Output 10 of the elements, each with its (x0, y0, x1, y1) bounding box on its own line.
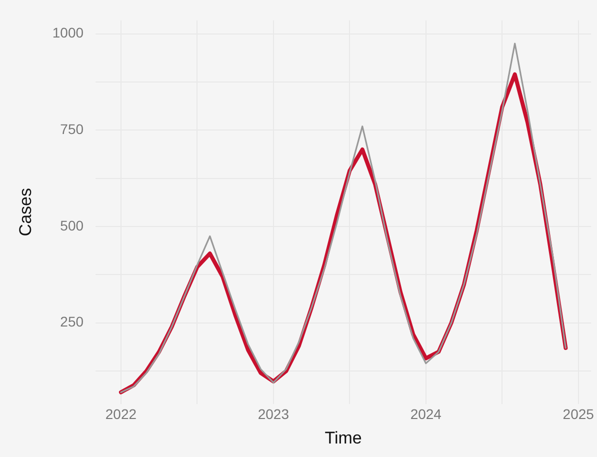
y-tick-label: 500 (60, 217, 84, 234)
y-tick-label: 1000 (52, 24, 84, 41)
x-tick-label: 2023 (258, 406, 290, 422)
x-tick-label: 2025 (562, 406, 594, 422)
y-axis-title: Cases (16, 188, 35, 236)
x-axis-title: Time (324, 428, 362, 448)
y-tick-label: 750 (60, 121, 84, 138)
y-tick-label: 250 (60, 314, 84, 330)
x-tick-label: 2022 (105, 406, 137, 422)
x-tick-label: 2024 (410, 406, 442, 422)
